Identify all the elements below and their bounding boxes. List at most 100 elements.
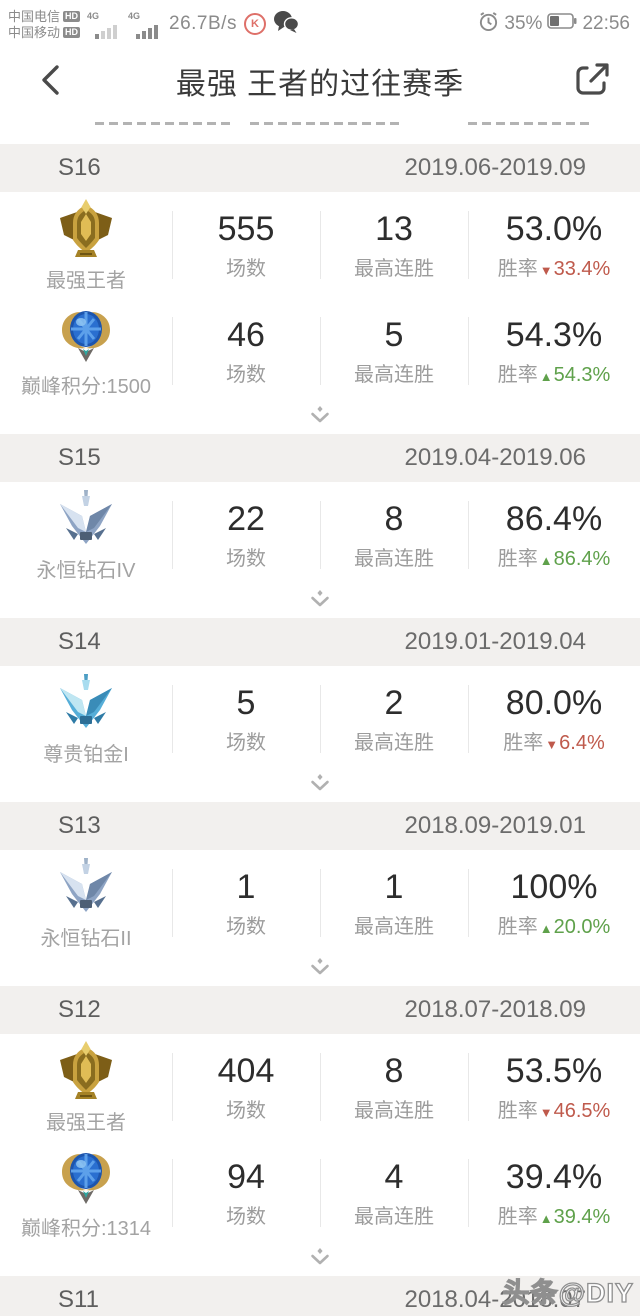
chevron-down-icon: [311, 774, 329, 791]
trend-arrow-icon: ▼: [539, 1104, 553, 1120]
back-button[interactable]: [34, 62, 70, 98]
clock-time: 22:56: [582, 13, 630, 34]
season-section: S11 2018.04-2018.07: [0, 1276, 640, 1316]
share-button[interactable]: [572, 60, 612, 100]
season-rows: 永恒钻石II 1 场数 1 最高连胜 100% 胜率 ▲20.0%: [0, 850, 640, 956]
season-list: S16 2019.06-2019.09 最强王者 555 场数 13 最高连胜 …: [0, 144, 640, 1316]
winrate-label: 胜率: [497, 1205, 538, 1228]
matches-value: 1: [236, 867, 256, 906]
expand-chevron-row[interactable]: [0, 956, 640, 986]
rank-label: 永恒钻石IV: [36, 559, 136, 582]
expand-chevron-row[interactable]: [0, 772, 640, 802]
season-id: S14: [58, 628, 101, 655]
winrate-delta: ▲86.4%: [538, 548, 611, 571]
rank-badge-icon: [54, 488, 118, 552]
season-dates: 2018.09-2019.01: [404, 812, 587, 839]
delta-value: 20.0%: [553, 915, 611, 938]
rank-badge-icon: [54, 1040, 118, 1104]
season-dates: 2018.07-2018.09: [404, 996, 587, 1023]
matches-label: 场数: [226, 363, 266, 386]
streak-value: 13: [375, 209, 413, 248]
alarm-icon: [478, 11, 499, 38]
winrate-label: 胜率: [497, 257, 538, 280]
winrate-value: 53.5%: [505, 1051, 603, 1090]
expand-chevron-row[interactable]: [0, 404, 640, 434]
season-id: S16: [58, 154, 101, 181]
rank-badge-icon: [54, 198, 118, 262]
season-header: S14 2019.01-2019.04: [0, 618, 640, 666]
winrate-label: 胜率: [497, 547, 538, 570]
winrate-value: 39.4%: [505, 1157, 603, 1196]
winrate-value: 80.0%: [505, 683, 603, 722]
streak-value: 8: [384, 1051, 404, 1090]
winrate-value: 54.3%: [505, 315, 603, 354]
delta-value: 33.4%: [553, 257, 611, 280]
delta-value: 46.5%: [553, 1099, 611, 1122]
matches-label: 场数: [226, 257, 266, 280]
winrate-delta: ▲20.0%: [538, 916, 611, 939]
matches-value: 94: [227, 1157, 265, 1196]
clipped-previous-row: [0, 116, 640, 144]
expand-chevron-row[interactable]: [0, 588, 640, 618]
winrate-delta: ▼33.4%: [538, 258, 611, 281]
streak-value: 2: [384, 683, 404, 722]
season-id: S11: [58, 1286, 99, 1313]
signal-strength-icon-1: 4G: [87, 9, 121, 39]
chevron-down-icon: [311, 406, 329, 423]
rank-badge-icon: [54, 672, 118, 736]
matches-value: 46: [227, 315, 265, 354]
rank-stat-row: 尊贵铂金I 5 场数 2 最高连胜 80.0% 胜率 ▼6.4%: [0, 666, 640, 772]
winrate-value: 53.0%: [505, 209, 603, 248]
streak-value: 4: [384, 1157, 404, 1196]
delta-value: 39.4%: [553, 1205, 611, 1228]
battery-icon: [547, 13, 577, 35]
rank-label: 巅峰积分:1314: [20, 1217, 152, 1240]
streak-value: 8: [384, 499, 404, 538]
trend-arrow-icon: ▼: [539, 262, 553, 278]
streak-label: 最高连胜: [354, 257, 434, 280]
matches-value: 5: [236, 683, 256, 722]
wechat-icon: [273, 10, 300, 39]
rank-badge-icon: [54, 856, 118, 920]
matches-value: 404: [217, 1051, 275, 1090]
rank-label: 尊贵铂金I: [43, 743, 129, 766]
delta-value: 86.4%: [553, 547, 611, 570]
winrate-delta: ▲39.4%: [538, 1206, 611, 1229]
rank-stat-row: 巅峰积分:1500 46 场数 5 最高连胜 54.3% 胜率 ▲54.3%: [0, 298, 640, 404]
matches-label: 场数: [226, 1099, 266, 1122]
rank-stat-row: 永恒钻石IV 22 场数 8 最高连胜 86.4% 胜率 ▲86.4%: [0, 482, 640, 588]
delta-value: 54.3%: [553, 363, 611, 386]
season-header: S16 2019.06-2019.09: [0, 144, 640, 192]
trend-arrow-icon: ▲: [539, 552, 553, 568]
season-section: S13 2018.09-2019.01 永恒钻石II 1 场数 1 最高连胜 1…: [0, 802, 640, 986]
winrate-delta: ▼6.4%: [543, 732, 604, 755]
winrate-label: 胜率: [503, 731, 544, 754]
network-speed: 26.7B/s: [169, 13, 237, 34]
streak-label: 最高连胜: [354, 915, 434, 938]
expand-chevron-row[interactable]: [0, 1246, 640, 1276]
carrier-labels: 中国电信 HD 中国移动 HD: [8, 9, 81, 40]
season-section: S15 2019.04-2019.06 永恒钻石IV 22 场数 8 最高连胜 …: [0, 434, 640, 618]
hd-badge: HD: [63, 26, 81, 38]
winrate-delta: ▲54.3%: [538, 364, 611, 387]
hd-badge: HD: [63, 10, 81, 22]
blocked-k-icon: K: [243, 13, 266, 35]
trend-arrow-icon: ▲: [539, 1210, 553, 1226]
trend-arrow-icon: ▲: [539, 368, 553, 384]
season-rows: 最强王者 555 场数 13 最高连胜 53.0% 胜率 ▼33.4% 巅峰积分…: [0, 192, 640, 404]
rank-stat-row: 最强王者 555 场数 13 最高连胜 53.0% 胜率 ▼33.4%: [0, 192, 640, 298]
season-header: S15 2019.04-2019.06: [0, 434, 640, 482]
season-section: S16 2019.06-2019.09 最强王者 555 场数 13 最高连胜 …: [0, 144, 640, 434]
winrate-value: 86.4%: [505, 499, 603, 538]
winrate-value: 100%: [510, 867, 598, 906]
delta-value: 6.4%: [559, 731, 605, 754]
season-section: S14 2019.01-2019.04 尊贵铂金I 5 场数 2 最高连胜 80…: [0, 618, 640, 802]
winrate-delta: ▼46.5%: [538, 1100, 611, 1123]
season-header: S11 2018.04-2018.07: [0, 1276, 640, 1316]
page-title: 最强 王者的过往赛季: [175, 68, 465, 101]
season-header: S12 2018.07-2018.09: [0, 986, 640, 1034]
chevron-down-icon: [311, 958, 329, 975]
trend-arrow-icon: ▲: [539, 920, 553, 936]
winrate-label: 胜率: [497, 915, 538, 938]
